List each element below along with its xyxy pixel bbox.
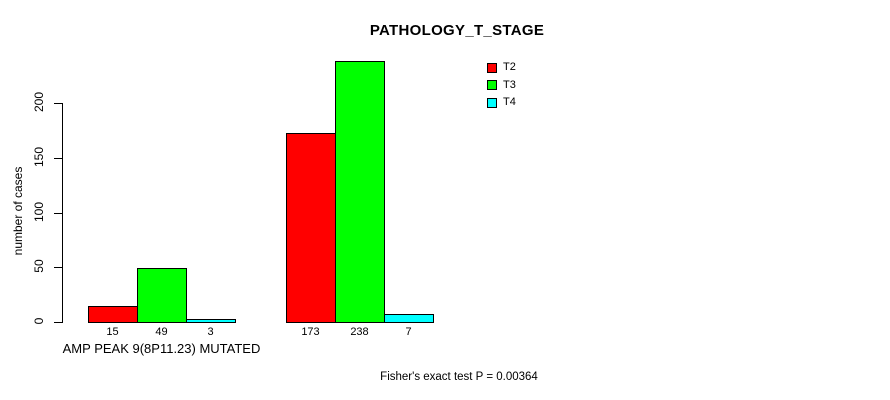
legend-swatch-T4 <box>487 97 497 108</box>
legend: T2 T3 T4 <box>487 61 516 114</box>
bar-value-label: 49 <box>155 326 168 338</box>
bar-value-label: 15 <box>106 326 119 338</box>
chart-title: PATHOLOGY_T_STAGE <box>369 22 545 39</box>
fisher-test-annotation: Fisher's exact test P = 0.00364 <box>380 371 538 383</box>
y-axis-line <box>62 103 63 323</box>
y-axis-tick-label: 150 <box>32 146 46 168</box>
y-axis-tick <box>54 213 62 214</box>
y-axis-tick-label: 100 <box>32 201 46 223</box>
y-axis-tick-label: 50 <box>32 259 46 273</box>
legend-item-T2: T2 <box>487 61 516 74</box>
legend-item-T4: T4 <box>487 96 516 109</box>
bar-value-label: 173 <box>301 326 320 338</box>
legend-label: T3 <box>503 78 516 91</box>
y-axis-tick-label: 0 <box>32 317 46 325</box>
legend-item-T3: T3 <box>487 79 516 92</box>
bar-T4-group1 <box>186 319 236 323</box>
legend-label: T4 <box>503 96 516 108</box>
legend-label: T2 <box>503 61 516 73</box>
bar-value-label: 7 <box>405 326 412 338</box>
bar-T4-group2 <box>384 314 434 323</box>
y-axis-tick <box>54 267 62 268</box>
bar-T2-group2 <box>286 133 336 323</box>
legend-swatch-T2 <box>487 62 497 73</box>
y-axis-tick <box>54 103 62 104</box>
y-axis-title: number of cases <box>11 166 25 256</box>
bar-T3-group2 <box>335 61 385 323</box>
y-axis-tick-label: 200 <box>32 91 46 113</box>
y-axis-tick <box>54 322 62 323</box>
y-axis-tick <box>54 158 62 159</box>
bar-T3-group1 <box>137 268 187 323</box>
bar-T2-group1 <box>88 306 138 323</box>
x-group-label: AMP PEAK 9(8P11.23) MUTATED <box>62 341 261 356</box>
bar-value-label: 3 <box>207 326 214 338</box>
legend-swatch-T3 <box>487 80 497 90</box>
bar-value-label: 238 <box>350 326 369 338</box>
